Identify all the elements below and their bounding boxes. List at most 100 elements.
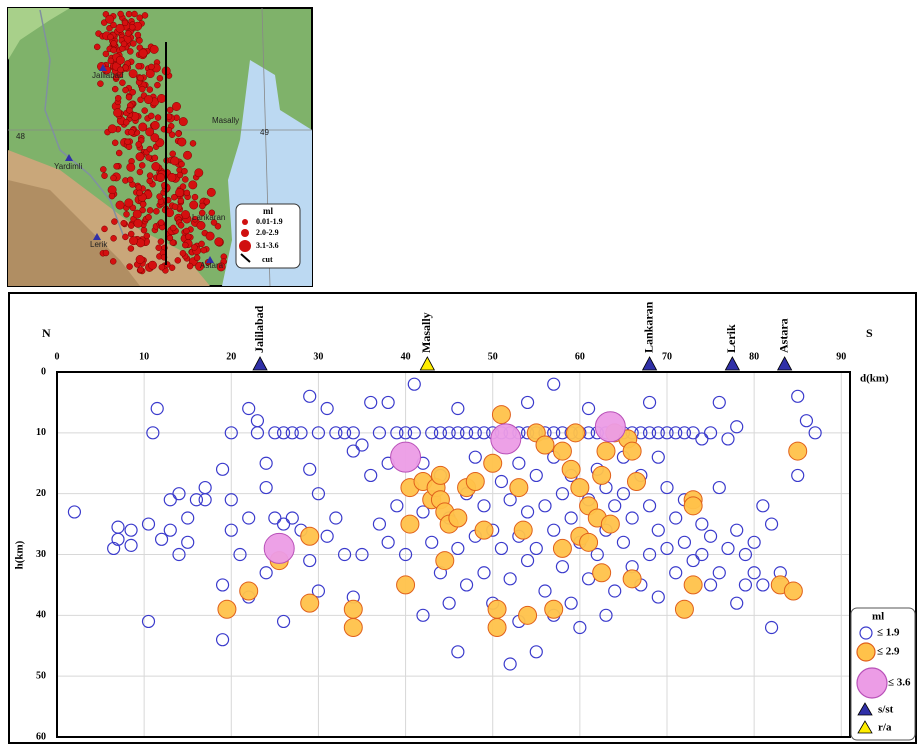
epicenter-dot [183,151,191,159]
station-label: Astara [776,318,790,353]
figure: Jalilabad Yardimli Masally Lankaran Leri… [0,0,917,744]
epicenter-dot [139,162,145,168]
epicenter-dot [111,40,117,46]
legend-label: s/st [878,704,894,716]
grid-label: 49 [260,128,269,137]
y-tick-label: 50 [36,670,46,681]
epicenter-dot [176,131,182,137]
data-point [475,521,493,539]
data-point [484,454,502,472]
epicenter-dot [171,157,179,165]
epicenter-dot [152,155,158,161]
epicenter-dot [136,255,144,263]
data-point [593,564,611,582]
station-label: Masally [419,312,433,353]
epicenter-dot [182,168,188,174]
map-legend-label: cut [262,255,273,264]
legend-label: ≤ 1.9 [877,627,900,639]
epicenter-dot [132,11,138,17]
epicenter-dot [183,228,189,234]
epicenter-dot [199,203,205,209]
epicenter-dot [127,48,133,54]
epicenter-dot [157,194,163,200]
direction-label: S [866,326,873,340]
epicenter-dot [136,63,142,69]
epicenter-dot [129,70,137,78]
epicenter-dot [97,81,103,87]
epicenter-dot [109,193,115,199]
epicenter-dot [108,125,116,133]
data-point [571,479,589,497]
epicenter-dot [137,190,143,196]
data-point [391,442,421,472]
y-tick-label: 60 [36,731,46,742]
epicenter-dot [138,267,144,273]
epicenter-dot [139,123,147,131]
epicenter-dot [201,247,207,253]
epicenter-dot [167,235,173,241]
epicenter-dot [154,82,160,88]
epicenter-dot [129,24,135,30]
station-label: Lankaran [641,301,655,353]
epicenter-dot [170,151,176,157]
epicenter-dot [190,140,196,146]
epicenter-dot [136,185,142,191]
data-point [519,606,537,624]
epicenter-dot [123,87,129,93]
data-point [580,533,598,551]
epicenter-dot [158,220,164,226]
epicenter-dot [126,94,132,100]
data-point [488,619,506,637]
y-tick-label: 0 [41,366,46,377]
data-point [431,466,449,484]
x-tick-label: 90 [836,351,846,362]
epicenter-dot [112,86,118,92]
epicenter-dot [146,214,152,220]
epicenter-dot [100,166,106,172]
station-label: Jalilabad [252,305,266,353]
place-label: Jalilabad [92,71,124,80]
station-label: Lerik [724,324,738,353]
epicenter-dot [148,113,154,119]
epicenter-dot [144,233,150,239]
epicenter-dot [106,15,114,23]
epicenter-dot [130,89,136,95]
epicenter-dot [130,41,136,47]
data-point [628,473,646,491]
data-point [784,582,802,600]
x-tick-label: 30 [313,351,323,362]
data-point [397,576,415,594]
epicenter-dot [115,95,121,101]
legend-symbol [857,668,887,698]
epicenter-dot [150,45,158,53]
x-tick-label: 50 [488,351,498,362]
legend-symbol [857,643,875,661]
epicenter-dot [152,162,160,170]
epicenter-dot [127,264,133,270]
epicenter-dot [189,181,197,189]
epicenter-dot [179,117,187,125]
data-point [510,479,528,497]
epicenter-dot [153,208,159,214]
epicenter-dot [185,234,191,240]
x-tick-label: 10 [139,351,149,362]
y-tick-label: 40 [36,610,46,621]
epicenter-dot [128,223,134,229]
epicenter-dot [156,173,164,181]
epicenter-dot [140,201,146,207]
data-point [553,539,571,557]
epicenter-dot [121,41,127,47]
legend: ml≤ 1.9≤ 2.9≤ 3.6s/str/a [851,608,915,740]
epicenter-dot [139,86,145,92]
legend-symbol [241,229,249,237]
epicenter-dot [170,225,176,231]
epicenter-dot [142,12,148,18]
map-legend-title: ml [263,206,273,216]
legend-title: ml [872,611,884,623]
data-point [545,600,563,618]
epicenter-dot [108,58,114,64]
epicenter-dot [116,150,122,156]
data-point [264,533,294,563]
epicenter-dot [172,204,178,210]
epicenter-dot [171,194,177,200]
